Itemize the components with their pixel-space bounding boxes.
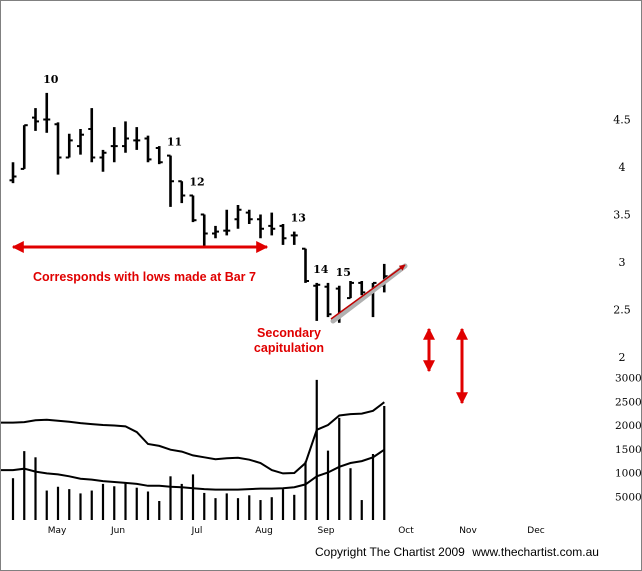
website-text: www.thechartist.com.au	[472, 545, 599, 559]
volume-tick-label: 3000	[615, 373, 641, 385]
bar-number-label: 11	[167, 136, 182, 149]
volume-tick-label: 2500	[615, 396, 641, 408]
volume-lower-band	[1, 448, 385, 491]
month-label: May	[48, 526, 67, 536]
axis-layer: 4.5 4 3.5 3 2.5 2 3000 2500 2000 1500 1000 5000 May J…	[48, 114, 641, 537]
month-label: Oct	[398, 526, 414, 536]
bar-number-label: 15	[336, 266, 351, 279]
price-tick-label: 3.5	[613, 209, 631, 222]
month-label: Dec	[527, 526, 544, 536]
month-label: Nov	[459, 526, 477, 536]
price-tick-label: 3	[619, 256, 626, 269]
secondary-annotation-line2: capitulation	[254, 341, 324, 355]
secondary-annotation-line1: Secondary	[257, 326, 321, 340]
price-tick-label: 2.5	[613, 304, 631, 317]
secondary-pointer-arrow-core	[330, 264, 406, 320]
month-label: Aug	[255, 526, 273, 536]
month-label: Sep	[318, 526, 335, 536]
copyright-footer: Copyright The Chartist 2009 www.thechart…	[315, 545, 603, 559]
bar-number-label: 12	[189, 176, 204, 189]
month-label: Jul	[191, 526, 203, 536]
price-tick-label: 4	[619, 161, 626, 174]
bar-number-label: 10	[43, 73, 59, 86]
volume-upper-band	[1, 401, 385, 475]
price-tick-label: 2	[619, 351, 626, 364]
secondary-pointer-arrow	[330, 263, 408, 324]
volume-layer	[1, 379, 386, 520]
price-tick-label: 4.5	[613, 114, 631, 127]
copyright-text: Copyright The Chartist 2009	[315, 545, 465, 559]
volume-tick-label: 1500	[615, 444, 641, 456]
lows-annotation: Corresponds with lows made at Bar 7	[33, 270, 256, 284]
bar-number-label: 13	[291, 212, 306, 225]
price-layer	[9, 92, 388, 323]
price-volume-chart: 4.5 4 3.5 3 2.5 2 3000 2500 2000 1500 1000 5000 May J…	[1, 73, 641, 537]
volume-tick-label: 2000	[615, 420, 641, 432]
month-label: Jun	[110, 526, 125, 536]
volume-tick-label: 5000	[615, 491, 641, 503]
bar-number-label: 14	[313, 263, 329, 276]
bar-number-labels: 10 11 12 13 14 15	[43, 73, 351, 279]
volume-tick-label: 1000	[615, 468, 641, 480]
